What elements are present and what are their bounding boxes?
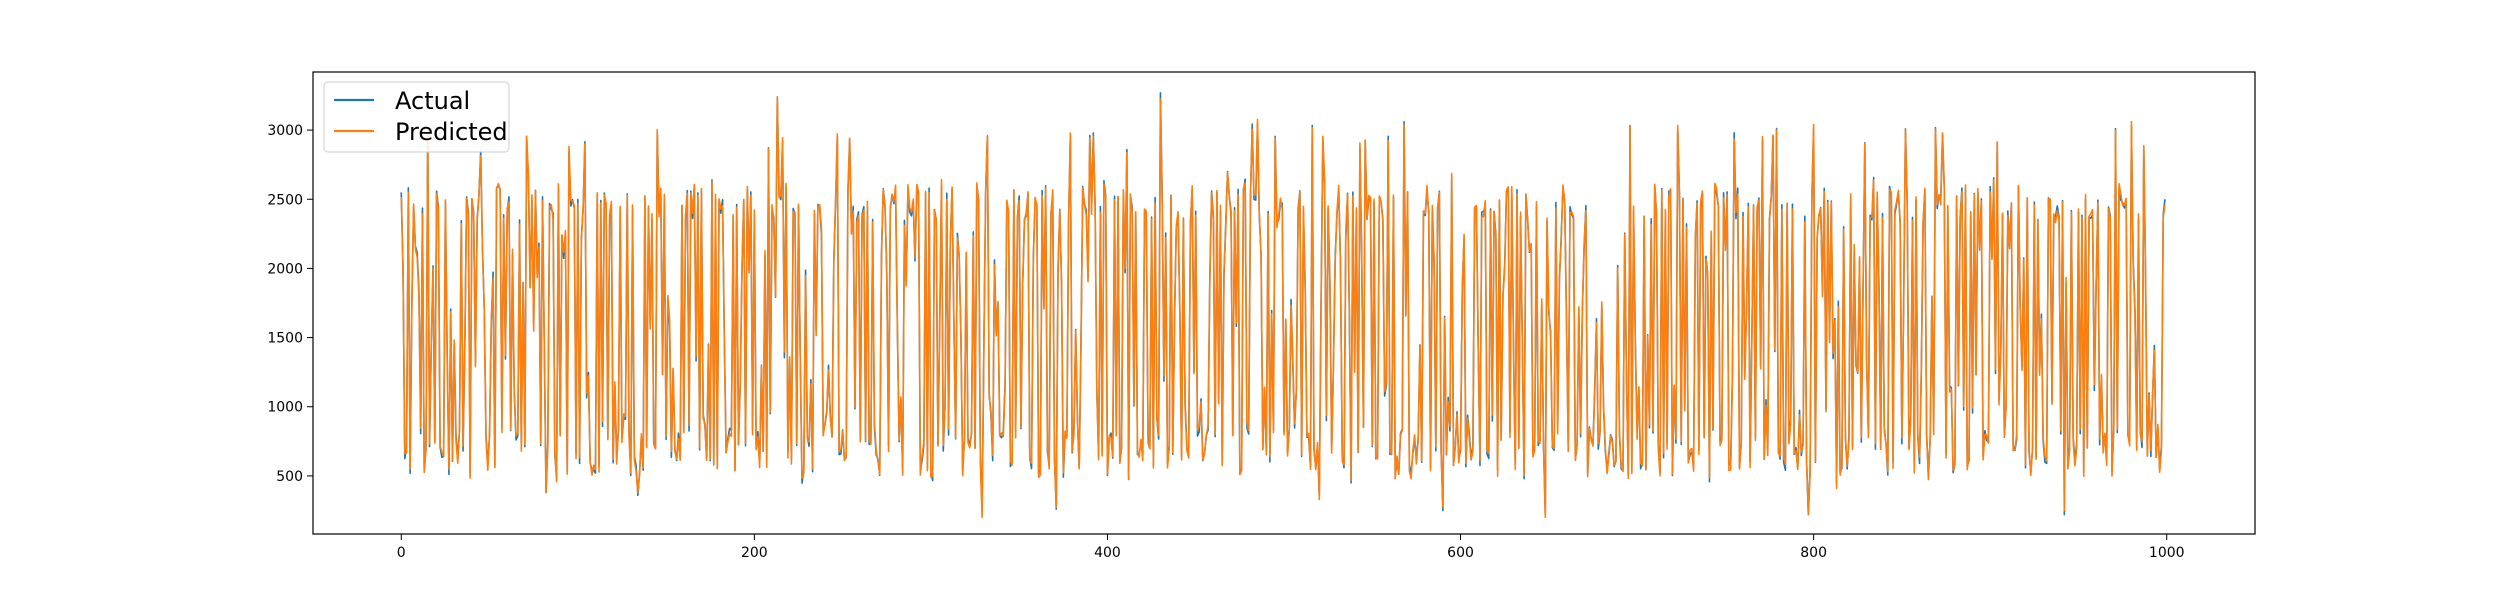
x-tick-label: 600: [1447, 545, 1474, 561]
x-tick-label: 1000: [2149, 545, 2185, 561]
y-axis: 500 1000 1500 2000 2500 3000: [267, 123, 313, 485]
x-tick-label: 800: [1800, 545, 1827, 561]
legend-label-predicted: Predicted: [395, 118, 508, 146]
x-tick-label: 200: [741, 545, 768, 561]
legend-label-actual: Actual: [395, 87, 470, 115]
y-tick-label: 1500: [267, 331, 303, 347]
y-tick-label: 2000: [267, 261, 303, 277]
x-tick-label: 400: [1094, 545, 1121, 561]
series-lines: [400, 91, 2166, 519]
y-tick-label: 2500: [267, 192, 303, 208]
x-tick-label: 0: [397, 545, 406, 561]
y-tick-label: 500: [276, 469, 303, 485]
plot-frame: [312, 71, 2256, 535]
x-axis: 0 200 400 600 800 1000: [397, 534, 2185, 561]
series-line-predicted: [400, 96, 2166, 519]
y-tick-label: 1000: [267, 400, 303, 416]
y-tick-label: 3000: [267, 123, 303, 139]
legend: Actual Predicted: [323, 81, 510, 153]
plot-area: [313, 72, 2255, 534]
